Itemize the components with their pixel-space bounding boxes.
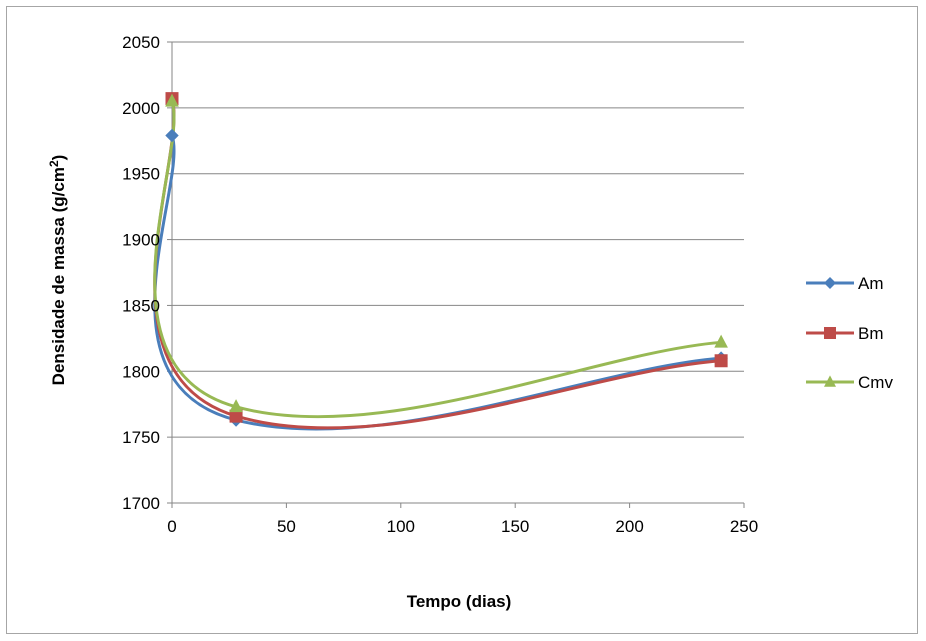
- legend-item-am: Am: [806, 274, 884, 293]
- x-tick-label-250: 250: [730, 517, 758, 536]
- y-tick-label-1700: 1700: [122, 494, 160, 513]
- marker-cmv-0: [165, 93, 179, 107]
- grid-lines: [172, 41, 744, 504]
- x-tick-label-150: 150: [501, 517, 529, 536]
- marker-bm-240: [714, 354, 728, 368]
- y-axis-title-close: ): [49, 155, 68, 161]
- y-tick-label-2000: 2000: [122, 99, 160, 118]
- legend: Am Bm Cmv: [806, 274, 893, 392]
- y-axis-title: Densidade de massa (g/cm2): [47, 155, 68, 386]
- series-line-bm: [153, 98, 722, 430]
- y-tick-label-1850: 1850: [122, 296, 160, 315]
- marker-am-0: [165, 128, 179, 143]
- x-axis-title: Tempo (dias): [407, 592, 512, 611]
- legend-label-am: Am: [858, 274, 884, 293]
- legend-marker-cmv: [824, 375, 836, 387]
- series-line-cmv: [153, 100, 722, 419]
- x-tick-label-0: 0: [167, 517, 176, 536]
- legend-item-cmv: Cmv: [806, 373, 893, 392]
- x-tick-label-200: 200: [615, 517, 643, 536]
- series-markers: [165, 92, 728, 427]
- y-tick-label-1800: 1800: [122, 362, 160, 381]
- legend-label-bm: Bm: [858, 324, 884, 343]
- x-tick-label-100: 100: [387, 517, 415, 536]
- series-lines: [153, 98, 722, 431]
- legend-item-bm: Bm: [806, 324, 884, 343]
- y-tick-label-1750: 1750: [122, 428, 160, 447]
- axes: [167, 41, 745, 508]
- y-tick-label-1900: 1900: [122, 231, 160, 250]
- tick-labels: 1700 1750 1800 1850 1900 1950 2000 2050 0 50 100 15…: [122, 33, 758, 536]
- series-line-am: [153, 135, 722, 431]
- y-tick-label-1950: 1950: [122, 165, 160, 184]
- legend-label-cmv: Cmv: [858, 373, 893, 392]
- x-tick-label-50: 50: [277, 517, 296, 536]
- legend-marker-am: [824, 277, 836, 289]
- y-tick-label-2050: 2050: [122, 33, 160, 52]
- y-axis-title-main: Densidade de massa (g/cm: [49, 167, 68, 385]
- legend-marker-bm: [824, 327, 836, 339]
- marker-cmv-28: [229, 399, 243, 413]
- y-axis-title-superscript: 2: [47, 160, 61, 167]
- marker-cmv-240: [714, 334, 728, 348]
